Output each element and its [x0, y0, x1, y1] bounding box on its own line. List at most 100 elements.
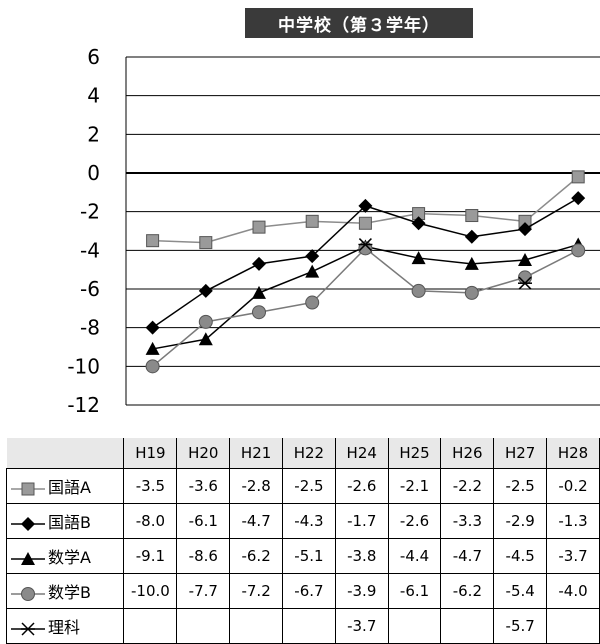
- y-tick-label: -2: [80, 200, 100, 224]
- data-label: [387, 608, 442, 644]
- data-label: -4.4: [387, 538, 442, 574]
- series-segment: [258, 301, 313, 313]
- data-point: [146, 234, 160, 248]
- data-label: -8.6: [176, 538, 231, 574]
- data-label: -4.3: [282, 503, 336, 539]
- data-point: [571, 170, 585, 184]
- y-tick-label: -6: [80, 277, 100, 301]
- data-point: [305, 214, 319, 228]
- series-segment: [365, 205, 419, 224]
- data-point: [21, 586, 35, 601]
- y-tick-label: -10: [67, 354, 100, 378]
- data-point: [198, 283, 213, 298]
- series-segment: [205, 226, 260, 244]
- series-segment: [471, 228, 526, 238]
- series-国語A: [146, 170, 585, 250]
- data-label: -2.5: [493, 468, 548, 504]
- data-point: [571, 243, 586, 258]
- data-label: -2.5: [282, 468, 336, 504]
- data-label: -3.3: [440, 503, 495, 539]
- data-label: -6.7: [282, 573, 336, 609]
- series-segment: [364, 247, 420, 292]
- series-name: 数学A: [48, 548, 91, 567]
- series-segment: [258, 270, 313, 294]
- data-point: [464, 256, 479, 270]
- data-label: -6.2: [440, 573, 495, 609]
- data-point: [145, 341, 160, 355]
- series-segment: [365, 245, 419, 259]
- data-point: [411, 251, 426, 265]
- data-label: -4.5: [493, 538, 548, 574]
- data-point: [411, 283, 426, 298]
- data-point: [252, 256, 266, 271]
- series-segment: [311, 205, 366, 257]
- table-corner: [6, 438, 124, 469]
- legend-entry: 国語B: [5, 503, 125, 539]
- x-tick-label: H22: [282, 438, 336, 469]
- table-row: 理科 -3.7 -5.7: [5, 608, 600, 644]
- series-segment: [258, 220, 313, 228]
- data-point: [305, 249, 320, 264]
- data-point: [145, 320, 160, 335]
- data-point: [464, 285, 479, 300]
- series-数学B: [145, 241, 586, 374]
- table-row: 数学B -10.0 -7.7 -7.2 -6.7 -3.9 -6.1 -6.2 -5.4 -4.0: [5, 573, 600, 609]
- legend-marker: [11, 621, 45, 636]
- series-segment: [205, 292, 260, 340]
- y-tick-label: 4: [87, 84, 100, 108]
- chart-title: 中学校（第３学年）: [245, 8, 473, 38]
- y-tick-label: -12: [67, 393, 100, 417]
- data-label: -2.2: [440, 468, 495, 504]
- data-label: -3.9: [334, 573, 389, 609]
- data-label: -2.1: [387, 468, 442, 504]
- data-point: [21, 516, 35, 531]
- legend-marker: [11, 482, 45, 495]
- data-point: [198, 314, 213, 329]
- series-segment: [418, 222, 472, 238]
- data-label: -5.1: [282, 538, 336, 574]
- data-label: -2.8: [229, 468, 284, 504]
- legend-marker: [11, 516, 45, 531]
- series-理科: [358, 238, 532, 290]
- x-tick-label: H21: [229, 438, 284, 469]
- series-segment: [312, 220, 366, 225]
- series-segment: [365, 212, 419, 225]
- data-label: -8.0: [123, 503, 178, 539]
- data-point: [305, 264, 320, 278]
- legend-entry: 国語A: [5, 468, 125, 504]
- data-label: -6.1: [387, 573, 442, 609]
- series-segment: [524, 197, 579, 230]
- x-tick-label: H28: [546, 438, 600, 469]
- data-point: [465, 209, 479, 223]
- data-label: -0.2: [546, 468, 600, 504]
- data-label: -3.8: [334, 538, 389, 574]
- x-tick-label: H20: [176, 438, 231, 469]
- data-label: -4.0: [546, 573, 600, 609]
- series-segment: [471, 276, 526, 294]
- data-point: [518, 270, 532, 285]
- series-segment: [152, 239, 206, 244]
- x-tick-label: H26: [440, 438, 495, 469]
- data-label: -1.7: [334, 503, 389, 539]
- series-name: 国語A: [48, 478, 91, 497]
- y-axis-ticks: 6 4 2 0 -2 -4 -6 -8 -10 -12: [67, 45, 100, 417]
- x-tick-label: H27: [493, 438, 548, 469]
- legend-entry: 数学B: [5, 573, 125, 609]
- data-label: -6.1: [176, 503, 231, 539]
- data-point: [198, 332, 213, 346]
- x-tick-label: H24: [334, 438, 389, 469]
- series-lines: [145, 170, 586, 374]
- series-segment: [258, 255, 313, 265]
- data-point: [199, 236, 213, 250]
- legend-marker: [11, 551, 45, 565]
- data-label: -6.2: [229, 538, 284, 574]
- series-segment: [524, 176, 579, 222]
- data-point: [305, 295, 320, 310]
- series-国語B: [145, 191, 586, 335]
- data-point: [518, 276, 532, 290]
- y-tick-label: 2: [87, 122, 100, 146]
- data-label: -10.0: [123, 573, 178, 609]
- y-tick-label: 6: [87, 45, 100, 69]
- data-label: [440, 608, 495, 644]
- data-label: -2.6: [387, 503, 442, 539]
